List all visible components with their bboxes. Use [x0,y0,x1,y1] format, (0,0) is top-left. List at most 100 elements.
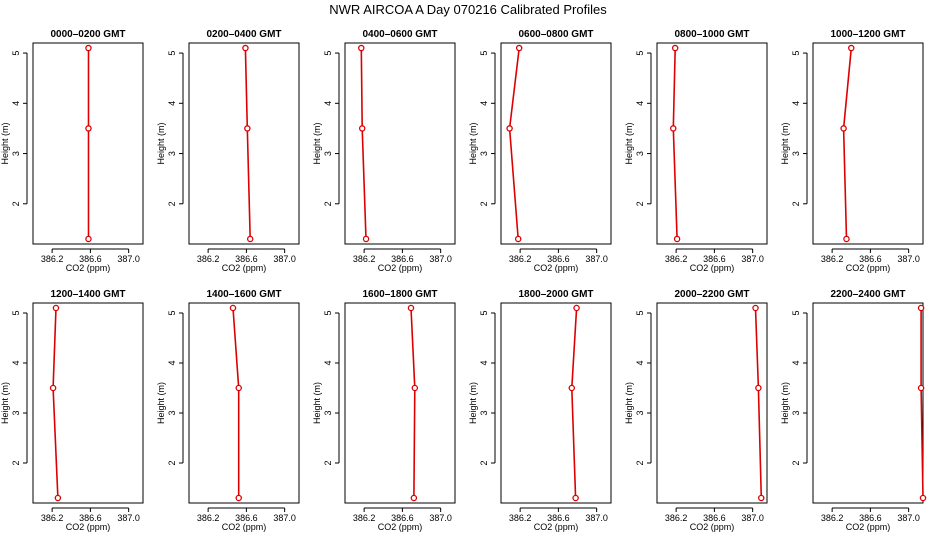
data-point [514,235,522,243]
x-tick-label: 387.0 [741,513,764,523]
profile-line [52,307,59,499]
x-tick-label: 386.6 [391,254,414,264]
data-point [752,304,759,312]
data-point [411,384,419,392]
x-tick-label: 386.2 [41,254,64,264]
profile-panel: 1600–1800 GMT 2 3 4 5 Height (m) 386.2 386.6 387… [312,289,456,532]
data-point [671,44,679,52]
data-point [673,235,681,243]
panel-title: 1200–1400 GMT [50,289,125,300]
y-tick-label: 5 [635,51,645,56]
panels-grid: 0000–0200 GMT 2 3 4 5 Height (m) 386.2 386.6 387… [0,29,927,532]
profile-panel: 2200–2400 GMT 2 3 4 5 Height (m) 386.2 386.6 387… [780,289,927,532]
y-axis-label: Height (m) [468,122,478,164]
x-tick-label: 387.0 [117,513,140,523]
data-point [235,494,242,502]
x-axis-label: CO2 (ppm) [846,522,891,532]
y-tick-label: 5 [167,51,177,56]
profile-panel: 0200–0400 GMT 2 3 4 5 Height (m) 386.2 386.6 387… [156,29,300,273]
x-tick-label: 386.2 [821,513,844,523]
x-tick-label: 386.6 [547,254,570,264]
y-tick-label: 4 [479,101,489,106]
x-tick-label: 386.2 [665,254,688,264]
x-tick-label: 386.6 [859,513,882,523]
panel-title: 2200–2400 GMT [830,289,905,300]
x-tick-label: 386.6 [859,254,882,264]
profile-line [410,307,416,499]
data-point [843,235,850,243]
profile-line [244,47,251,240]
plot-frame [344,42,456,245]
y-axis-label: Height (m) [156,382,166,424]
y-tick-label: 4 [635,360,645,365]
panel-title: 2000–2200 GMT [674,289,749,300]
data-point [515,44,523,52]
data-point [758,494,765,502]
y-tick-label: 2 [11,201,21,206]
x-tick-label: 386.6 [235,254,258,264]
y-axis-label: Height (m) [468,382,478,424]
y-tick-label: 3 [11,410,21,415]
data-point [670,125,677,132]
y-axis-label: Height (m) [624,122,634,164]
y-tick-label: 2 [635,460,645,465]
profile-panel: 0600–0800 GMT 2 3 4 5 Height (m) 386.2 386.6 387… [468,29,612,273]
figure-title: NWR AIRCOA A Day 070216 Calibrated Profi… [329,2,607,17]
data-point [573,304,580,312]
x-tick-label: 386.6 [235,513,258,523]
y-tick-label: 5 [167,310,177,315]
panel-title: 1400–1600 GMT [206,289,281,300]
data-point [54,494,62,502]
profile-panel: 0800–1000 GMT 2 3 4 5 Height (m) 386.2 386.6 387… [624,29,768,273]
y-tick-label: 5 [11,51,21,56]
y-tick-label: 4 [791,101,801,106]
y-axis-label: Height (m) [312,382,322,424]
y-tick-label: 5 [11,310,21,315]
plot-frame [188,302,300,504]
plot-frame [656,42,768,245]
y-tick-label: 4 [323,360,333,365]
panel-title: 1600–1800 GMT [362,289,437,300]
x-axis-label: CO2 (ppm) [378,522,423,532]
plot-frame [500,302,612,504]
x-tick-label: 386.6 [703,254,726,264]
y-tick-label: 3 [479,151,489,156]
x-tick-label: 386.2 [41,513,64,523]
y-tick-label: 5 [323,310,333,315]
y-axis-label: Height (m) [0,382,10,424]
y-tick-label: 3 [11,151,21,156]
plot-frame [188,42,300,245]
data-point [235,384,242,392]
data-point [49,384,57,392]
x-axis-label: CO2 (ppm) [690,263,735,273]
x-axis-label: CO2 (ppm) [690,522,735,532]
y-axis-label: Height (m) [312,122,322,164]
y-tick-label: 5 [479,51,489,56]
y-tick-label: 3 [791,410,801,415]
x-tick-label: 387.0 [429,513,452,523]
y-tick-label: 3 [167,410,177,415]
x-tick-label: 386.2 [821,254,844,264]
data-point [85,125,92,132]
x-tick-label: 387.0 [897,254,920,264]
x-axis-label: CO2 (ppm) [534,263,579,273]
data-point [85,44,92,52]
panel-title: 0200–0400 GMT [206,29,281,40]
x-tick-label: 387.0 [897,513,920,523]
data-point [840,125,847,132]
y-tick-label: 2 [479,201,489,206]
data-point [848,44,855,52]
x-tick-label: 387.0 [117,254,140,264]
x-tick-label: 386.6 [547,513,570,523]
x-tick-label: 386.6 [79,254,102,264]
y-tick-label: 5 [479,310,489,315]
x-axis-label: CO2 (ppm) [66,263,111,273]
x-axis-label: CO2 (ppm) [222,263,267,273]
data-point [919,494,927,502]
y-tick-label: 4 [323,101,333,106]
x-tick-label: 386.6 [79,513,102,523]
x-tick-label: 386.2 [509,254,532,264]
data-point [410,494,418,502]
